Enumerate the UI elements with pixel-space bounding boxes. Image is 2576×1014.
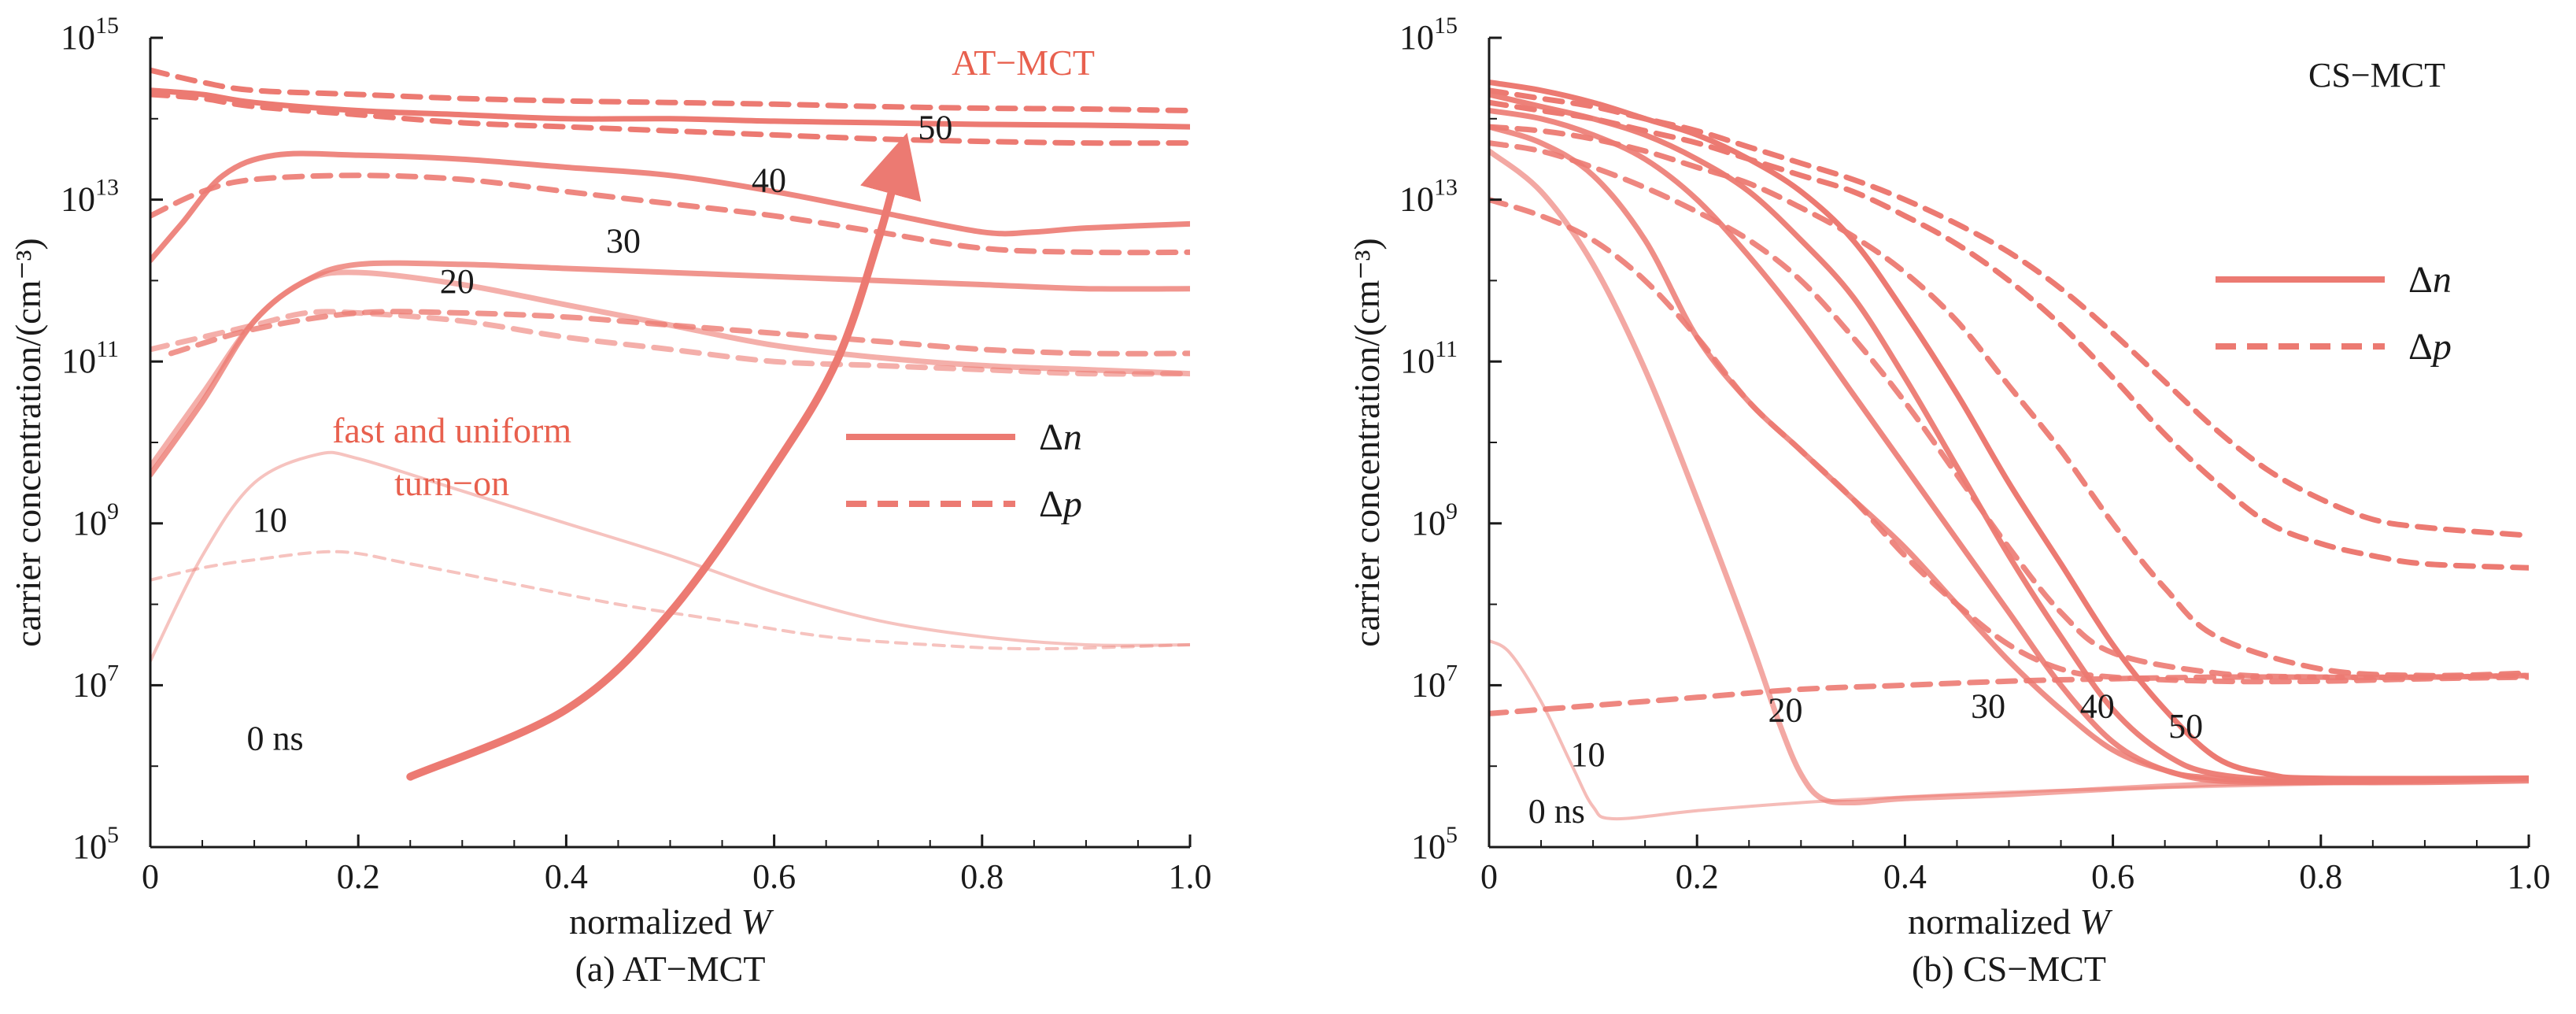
y-axis-label: carrier concentration/(cm⁻³): [8, 238, 48, 647]
y-tick-label: 1011: [61, 336, 119, 380]
annotation-label: 0 ns: [246, 720, 303, 758]
series-line-p-50: [150, 67, 1190, 113]
series-line-p-40: [150, 172, 1190, 256]
y-tick-label: 1015: [1399, 13, 1458, 57]
panel-caption: (b) CS−MCT: [1912, 949, 2106, 989]
annotation-label: 40: [2080, 687, 2115, 726]
y-tick-label: 105: [72, 822, 119, 866]
panel-title: CS−MCT: [2308, 56, 2445, 94]
x-axis-label: normalized W: [1908, 901, 2112, 942]
series-line-n-30: [150, 260, 1190, 478]
x-tick-label: 0: [142, 857, 159, 896]
series-line-p-20: [1489, 140, 2529, 681]
x-tick-label: 0: [1480, 857, 1498, 896]
y-tick-label: 107: [72, 660, 119, 704]
x-tick-label: 1.0: [2508, 857, 2551, 896]
series-line-n-20: [1489, 124, 2529, 786]
x-tick-label: 0.8: [2299, 857, 2342, 896]
series-line-n-40: [1489, 91, 2529, 784]
legend-label-n: Δn: [2408, 259, 2452, 301]
x-tick-label: 0.2: [1676, 857, 1719, 896]
legend: Δn Δp: [846, 416, 1082, 525]
x-tick-label: 0.6: [2091, 857, 2134, 896]
y-tick-label: 109: [72, 498, 119, 542]
legend-label-p: Δp: [1039, 483, 1082, 525]
annotation-label: 30: [1971, 687, 2005, 726]
x-tick-label: 1.0: [1169, 857, 1212, 896]
y-tick-label: 109: [1411, 498, 1458, 542]
series-line-n-30: [1489, 108, 2529, 786]
x-tick-label: 0.4: [1883, 857, 1927, 896]
series-line-p-10: [1489, 197, 2529, 685]
annotation-label: 40: [752, 161, 786, 199]
legend-label-n: Δn: [1039, 416, 1082, 458]
series-line-n-50: [150, 87, 1190, 130]
series-group: [1489, 80, 2529, 821]
x-tick-label: 0.2: [337, 857, 380, 896]
annotation-label: 50: [918, 109, 952, 147]
annotation-label: fast and uniform: [332, 410, 571, 450]
series-group: [150, 67, 1190, 663]
legend-label-p: Δp: [2408, 326, 2452, 368]
y-tick-label: 1011: [1400, 336, 1458, 380]
annotation-label: 20: [1768, 691, 1802, 730]
y-axis-label: carrier concentration/(cm⁻³): [1347, 238, 1387, 647]
panel-a: 0 0.2 0.4 0.6 0.8 1.0 105 107 109 1011 1013 1015 nor…: [8, 13, 1212, 989]
y-tick-label: 1013: [1399, 175, 1458, 219]
series-line-p-30: [168, 309, 1190, 357]
annotation-label: 50: [2168, 707, 2203, 746]
x-tick-label: 0.8: [960, 857, 1003, 896]
annotation-label: 10: [1570, 735, 1605, 774]
annotation-label: 10: [253, 501, 287, 539]
series-line-p-40: [1489, 99, 2529, 571]
series-line-p-10: [150, 550, 1190, 651]
annotation-label: 20: [440, 262, 475, 301]
series-line-n-40: [150, 150, 1190, 264]
y-tick-label: 107: [1411, 660, 1458, 704]
turn-on-arrow: [406, 132, 922, 781]
x-tick-label: 0.4: [545, 857, 588, 896]
x-tick-label: 0.6: [752, 857, 796, 896]
legend: Δn Δp: [2216, 259, 2452, 368]
panel-b: 0 0.2 0.4 0.6 0.8 1.0 105 107 109 1011 1013 1015 nor…: [1347, 13, 2551, 989]
series-line-p-50: [150, 91, 1190, 146]
annotation-label: 0 ns: [1528, 792, 1585, 831]
series-line-p-20: [150, 309, 1190, 377]
y-tick-label: 1013: [61, 175, 119, 219]
series-line-p-50: [1489, 87, 2529, 538]
x-axis-label: normalized W: [569, 901, 774, 942]
panel-title: AT−MCT: [952, 43, 1095, 83]
annotation-label: 30: [606, 221, 641, 260]
series-line-p-30: [1489, 124, 2529, 679]
panel-caption: (a) AT−MCT: [575, 949, 766, 989]
y-tick-label: 105: [1411, 822, 1458, 866]
series-line-n-10: [1489, 148, 2529, 806]
annotation-label: turn−on: [394, 463, 509, 503]
y-tick-label: 1015: [61, 13, 119, 57]
series-line-n-10: [150, 450, 1190, 663]
